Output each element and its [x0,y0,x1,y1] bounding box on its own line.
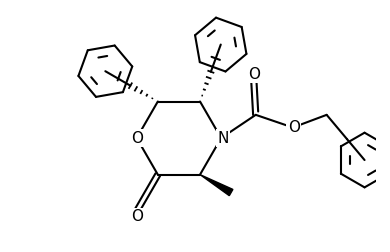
Text: N: N [218,131,229,146]
Text: O: O [288,120,300,135]
Polygon shape [200,175,233,196]
Text: O: O [248,67,260,82]
Text: O: O [131,209,143,224]
Text: O: O [131,131,143,146]
